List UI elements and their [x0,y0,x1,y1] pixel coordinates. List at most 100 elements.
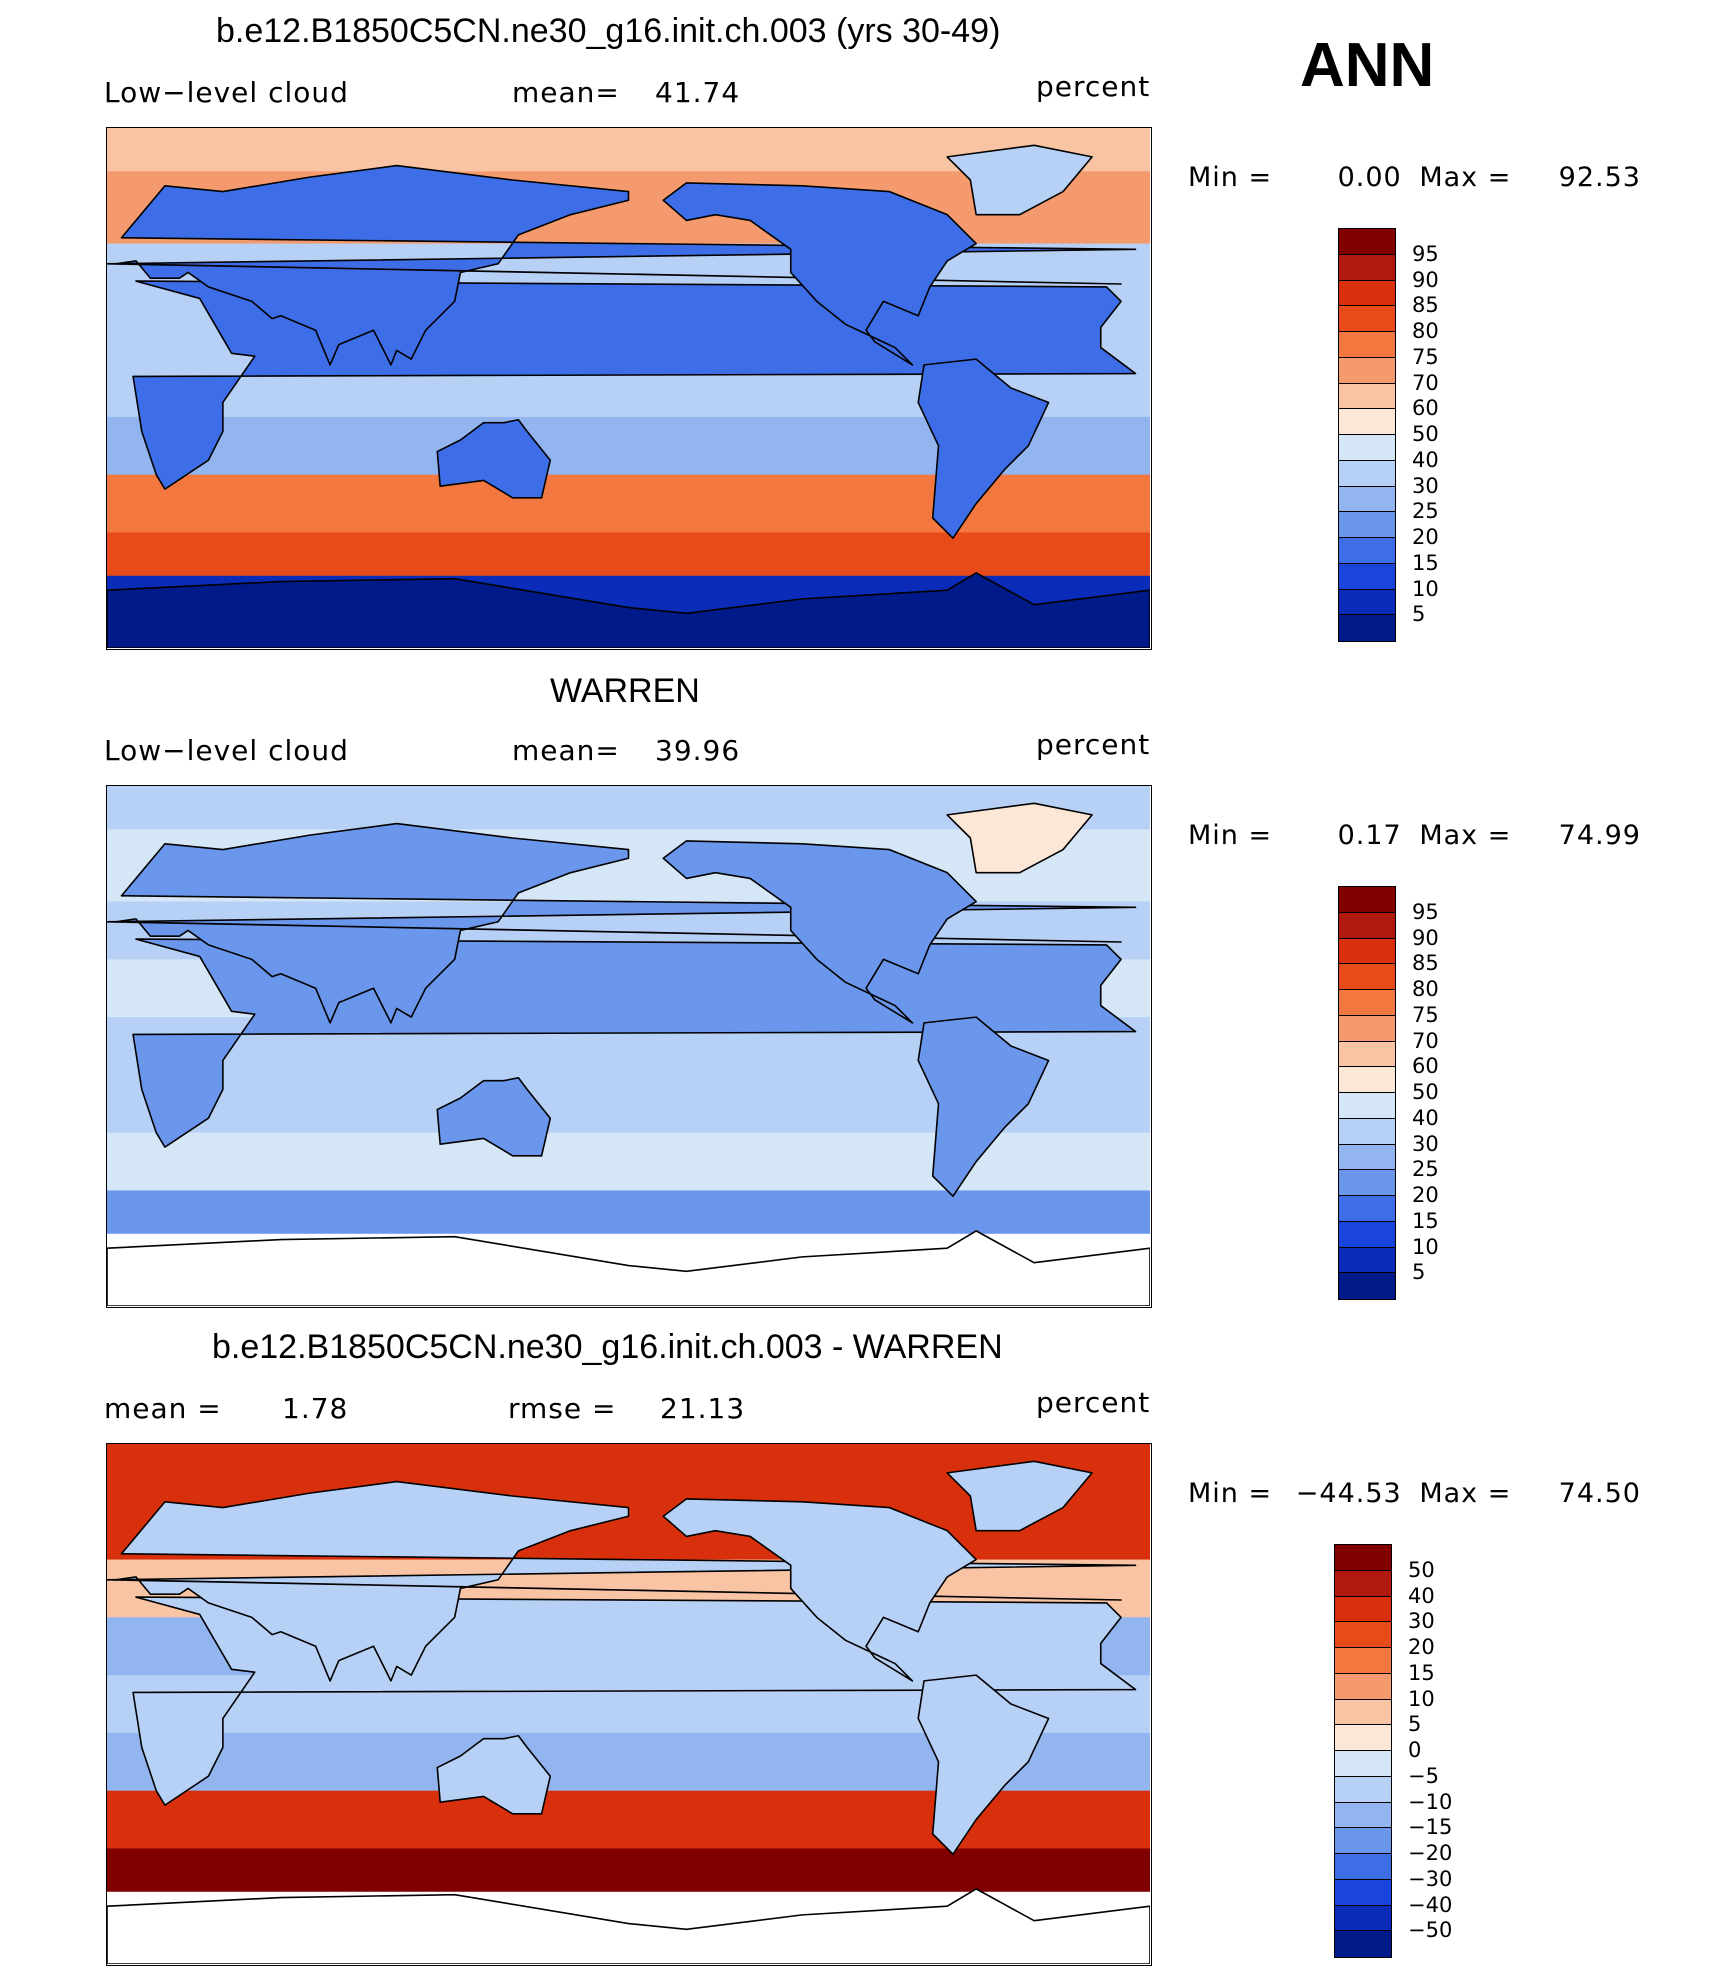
colorbar-box [1338,1117,1396,1145]
colorbar-box [1338,1272,1396,1300]
panel-3-map [106,1443,1152,1966]
colorbar-box [1338,1195,1396,1223]
colorbar-label: 10 [1412,1234,1439,1259]
colorbar-box [1338,1169,1396,1197]
colorbar-box [1338,485,1396,513]
colorbar-box [1338,937,1396,965]
continent-outline [946,1460,1093,1532]
panel-1-min-label: Min = [1188,162,1273,193]
continent-outline [436,418,552,499]
panel-2-minmax: Min = 0.17 Max = 74.99 [1188,820,1641,851]
lat-band [107,532,1150,577]
colorbar-label: 95 [1412,899,1439,924]
colorbar-box [1334,1904,1392,1932]
colorbar-label: 85 [1412,293,1439,318]
colorbar-label: 20 [1412,525,1439,549]
colorbar-label: 60 [1412,1054,1439,1079]
colorbar-box [1338,537,1396,565]
colorbar-label: 10 [1412,576,1439,601]
colorbar-box [1334,1698,1392,1726]
panel-1-map [106,127,1152,650]
colorbar-box [1334,1672,1392,1700]
colorbar-box [1338,1220,1396,1248]
colorbar-box [1334,1801,1392,1829]
colorbar-label: −5 [1408,1763,1439,1788]
colorbar-label: 80 [1412,319,1439,343]
colorbar-label: 50 [1412,1080,1439,1104]
panel-3-heatmap [107,1444,1150,1964]
lat-band [107,1848,1150,1893]
colorbar-box [1338,511,1396,539]
colorbar-box [1338,963,1396,991]
colorbar-box [1338,1040,1396,1068]
panel-3-colorbar: 50 40 30 20 15 10 5 0 −5 −10 −15 −20 −30 −40 −50 [1334,1544,1454,1958]
colorbar-box [1338,911,1396,939]
panel-3-mean-label: mean = [104,1392,222,1425]
colorbar-label: 90 [1412,267,1439,292]
colorbar-box [1334,1775,1392,1803]
continent-outline [107,1230,1150,1306]
colorbar-box [1338,562,1396,590]
panel-2-mean-value: 39.96 [655,734,741,767]
colorbar-box [1334,1544,1392,1572]
panel-2-heatmap [107,786,1150,1306]
colorbar-box [1338,408,1396,436]
continent-outline [436,1734,552,1815]
colorbar-label: 75 [1412,1002,1439,1027]
panel-3-min-value: −44.53 [1295,1478,1402,1509]
colorbar-box [1334,1647,1392,1675]
colorbar-box [1338,1066,1396,1094]
colorbar-label: −20 [1408,1841,1453,1865]
panel-1-max-label: Max = [1419,162,1512,193]
colorbar-label: 5 [1412,1260,1426,1285]
colorbar-box [1334,1595,1392,1623]
colorbar-label: 70 [1412,370,1439,395]
colorbar-label: −30 [1408,1866,1453,1891]
lat-band [107,1190,1150,1235]
colorbar-label: 50 [1408,1557,1435,1582]
colorbar-box [1334,1724,1392,1752]
colorbar-label: 30 [1412,1131,1439,1156]
continent-outline [436,1076,552,1157]
colorbar-box [1334,1853,1392,1881]
panel-1-title: b.e12.B1850C5CN.ne30_g16.init.ch.003 (yr… [216,12,1001,50]
continent-outline [662,840,977,1024]
colorbar-box [1338,614,1396,642]
colorbar-label: −15 [1408,1815,1453,1840]
colorbar-label: 15 [1412,1208,1439,1233]
colorbar-label: 40 [1412,447,1439,472]
colorbar-label: 0 [1408,1738,1422,1762]
colorbar-label: 95 [1412,241,1439,266]
colorbar-box [1338,1092,1396,1120]
colorbar-box [1338,886,1396,914]
colorbar-label: 60 [1412,396,1439,421]
panel-2-colorbar: 95 90 85 80 75 70 60 50 40 30 25 20 15 10 5 [1338,886,1458,1300]
continent-outline [946,144,1093,216]
panel-3-mean-value: 1.78 [282,1392,349,1425]
panel-3-min-label: Min = [1188,1478,1273,1509]
colorbar-box [1334,1930,1392,1958]
colorbar-box [1338,331,1396,359]
colorbar-box [1338,1143,1396,1171]
panel-2-max-label: Max = [1419,820,1512,851]
colorbar-box [1338,305,1396,333]
panel-1-units: percent [1036,70,1151,103]
panel-2-units: percent [1036,728,1151,761]
continent-outline [107,1888,1150,1964]
colorbar-box [1334,1878,1392,1906]
colorbar-box [1334,1827,1392,1855]
panel-2-map [106,785,1152,1308]
colorbar-box [1338,253,1396,281]
colorbar-box [1338,1246,1396,1274]
colorbar-box [1338,382,1396,410]
panel-1-min-value: 0.00 [1337,162,1402,193]
colorbar-label: 20 [1408,1635,1435,1659]
colorbar-box [1334,1750,1392,1778]
panel-3-max-value: 74.50 [1558,1478,1641,1509]
panel-2-max-value: 74.99 [1558,820,1641,851]
colorbar-label: 20 [1412,1183,1439,1207]
colorbar-box [1338,279,1396,307]
colorbar-label: 75 [1412,344,1439,369]
continent-outline [662,1498,977,1682]
panel-1-mean-value: 41.74 [655,76,741,109]
